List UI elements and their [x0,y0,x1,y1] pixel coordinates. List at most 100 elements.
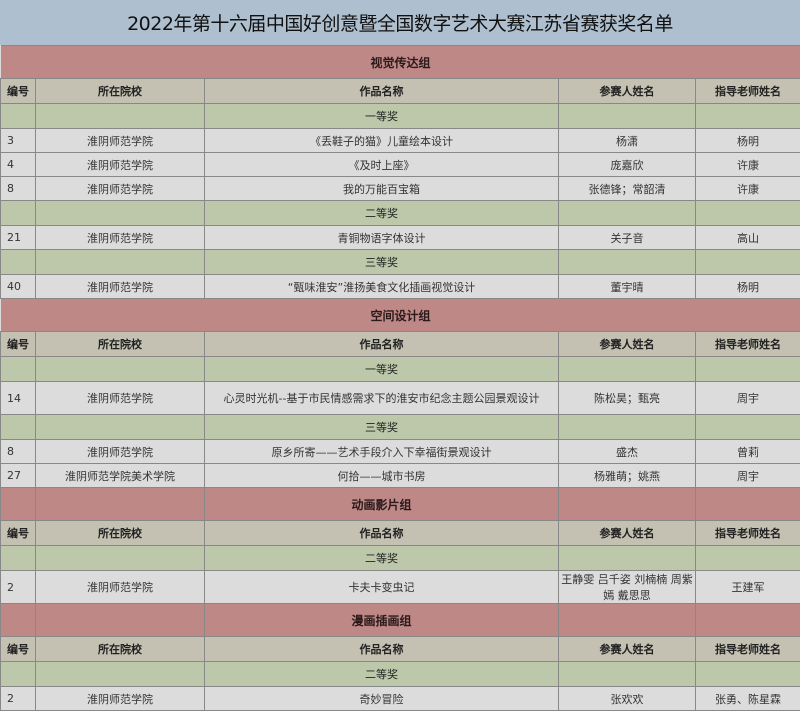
award-cell [559,104,696,129]
column-header-row: 编号所在院校作品名称参赛人姓名指导老师姓名 [1,637,800,662]
table-cell: 周宇 [696,464,800,488]
table-cell: 卡夫卡变虫记 [205,571,559,604]
award-cell [36,201,205,226]
table-cell: 陈松昊；甄亮 [559,382,696,415]
section-title: 动画影片组 [205,488,559,521]
award-cell [696,415,800,440]
award-cell [1,415,36,440]
table-cell: 周宇 [696,382,800,415]
column-header: 所在院校 [36,637,205,662]
column-header: 作品名称 [205,521,559,546]
table-cell: 淮阴师范学院 [36,275,205,299]
table-cell: 淮阴师范学院 [36,153,205,177]
column-header: 参赛人姓名 [559,637,696,662]
column-header: 作品名称 [205,637,559,662]
award-level-row: 二等奖 [1,201,800,226]
column-header-row: 编号所在院校作品名称参赛人姓名指导老师姓名 [1,79,800,104]
award-cell [559,357,696,382]
table-cell: 8 [1,440,36,464]
table-cell: 王静雯 吕千姿 刘楠楠 周紫嫣 戴思思 [559,571,696,604]
table-cell: 淮阴师范学院美术学院 [36,464,205,488]
table-cell: 我的万能百宝箱 [205,177,559,201]
column-header: 所在院校 [36,332,205,357]
table-cell: 2 [1,571,36,604]
column-header: 作品名称 [205,332,559,357]
award-level-row: 三等奖 [1,415,800,440]
section-cell [36,488,205,521]
section-cell [696,604,800,637]
column-header-row: 编号所在院校作品名称参赛人姓名指导老师姓名 [1,521,800,546]
column-header: 参赛人姓名 [559,79,696,104]
table-cell: 淮阴师范学院 [36,571,205,604]
award-cell [36,546,205,571]
table-cell: 曾莉 [696,440,800,464]
table-cell: 盛杰 [559,440,696,464]
award-level-row: 二等奖 [1,662,800,687]
table-cell: 何拾——城市书房 [205,464,559,488]
section-header: 视觉传达组 [1,46,800,79]
table-cell: 青铜物语字体设计 [205,226,559,250]
award-cell [1,250,36,275]
column-header: 编号 [1,79,36,104]
table-cell: 杨雅萌；姚燕 [559,464,696,488]
award-cell [36,415,205,440]
table-cell: 40 [1,275,36,299]
section-header: 空间设计组 [1,299,800,332]
award-cell [696,201,800,226]
award-cell [696,104,800,129]
table-cell: 杨潇 [559,129,696,153]
table-cell: 3 [1,129,36,153]
award-level: 三等奖 [205,250,559,275]
award-cell [696,357,800,382]
page-title: 2022年第十六届中国好创意暨全国数字艺术大赛江苏省赛获奖名单 [0,0,800,45]
award-cell [36,662,205,687]
award-cell [559,546,696,571]
column-header: 编号 [1,521,36,546]
table-cell: 淮阴师范学院 [36,129,205,153]
table-cell: 淮阴师范学院 [36,440,205,464]
section-title: 视觉传达组 [1,46,800,79]
award-level-row: 一等奖 [1,357,800,382]
award-cell [1,546,36,571]
table-cell: 张德锋；常韶清 [559,177,696,201]
award-cell [559,662,696,687]
column-header: 编号 [1,332,36,357]
table-cell: 14 [1,382,36,415]
section-header: 漫画插画组 [1,604,800,637]
table-cell: 董宇晴 [559,275,696,299]
column-header: 作品名称 [205,79,559,104]
table-cell: 心灵时光机--基于市民情感需求下的淮安市纪念主题公园景观设计 [205,382,559,415]
section-title: 空间设计组 [1,299,800,332]
table-cell: 关子音 [559,226,696,250]
column-header: 所在院校 [36,521,205,546]
table-cell: 淮阴师范学院 [36,226,205,250]
column-header: 参赛人姓名 [559,332,696,357]
award-level-row: 二等奖 [1,546,800,571]
section-cell [1,488,36,521]
table-cell: 王建军 [696,571,800,604]
award-cell [696,662,800,687]
section-cell [696,488,800,521]
section-header: 动画影片组 [1,488,800,521]
column-header: 指导老师姓名 [696,79,800,104]
award-cell [36,104,205,129]
column-header-row: 编号所在院校作品名称参赛人姓名指导老师姓名 [1,332,800,357]
award-cell [1,357,36,382]
award-cell [559,415,696,440]
award-cell [559,250,696,275]
table-cell: 21 [1,226,36,250]
award-level: 二等奖 [205,662,559,687]
table-cell: 《及时上座》 [205,153,559,177]
table-cell: 4 [1,153,36,177]
award-level: 三等奖 [205,415,559,440]
